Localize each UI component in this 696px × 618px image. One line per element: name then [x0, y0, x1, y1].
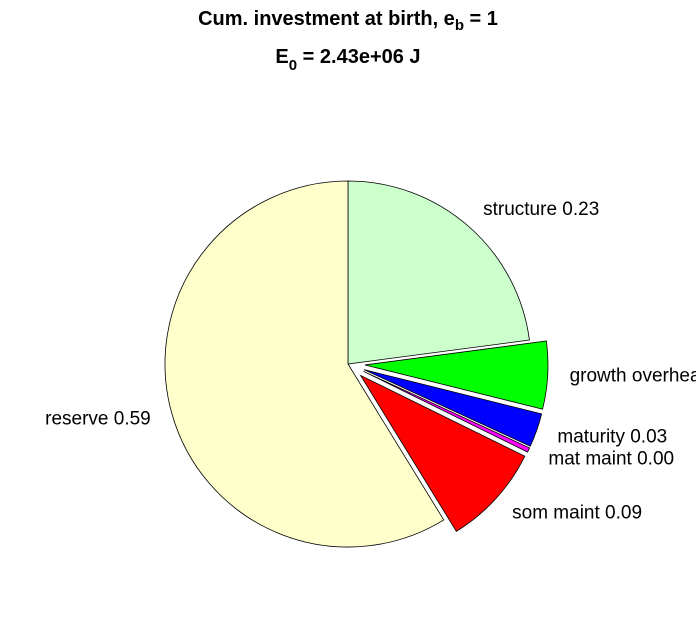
pie-slice — [359, 374, 526, 532]
slice-label: som maint 0.09 — [512, 502, 642, 523]
pie-slice — [364, 340, 549, 410]
chart-title: Cum. investment at birth, eb = 1 — [198, 8, 498, 34]
pie-slice — [164, 180, 445, 548]
slice-label: structure 0.23 — [483, 199, 599, 220]
slice-label: maturity 0.03 — [557, 427, 667, 448]
chart-subtitle: E0 = 2.43e+06 J — [275, 46, 420, 74]
slice-label: reserve 0.59 — [45, 409, 151, 430]
pie-slice — [363, 369, 543, 447]
pie-slice — [347, 180, 530, 365]
slice-label: growth overhead 0.06 — [570, 366, 696, 387]
pie-slice — [363, 370, 531, 453]
slice-label: mat maint 0.00 — [548, 448, 674, 469]
